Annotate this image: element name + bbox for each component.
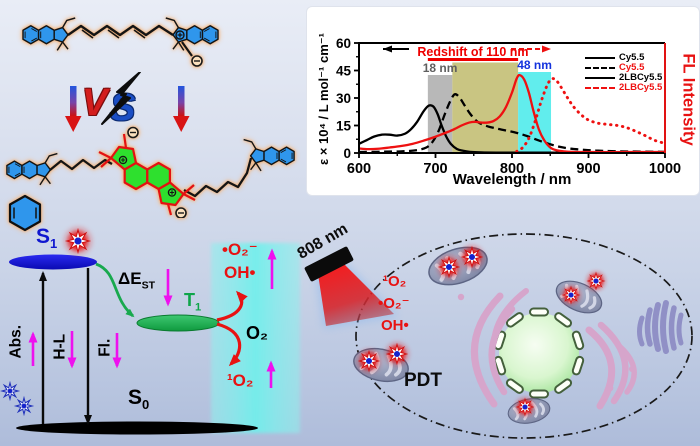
oxygen-label: O₂ bbox=[246, 323, 268, 343]
molecule-structure-bottom bbox=[6, 126, 295, 218]
minus-charge-icon bbox=[127, 126, 187, 218]
chart-legend: Cy5.5 Cy5.5 2LBCy5.5 2LBCy5.5 bbox=[585, 53, 662, 93]
nuclear-pore-segment bbox=[529, 307, 549, 317]
cell-membrane bbox=[355, 233, 693, 439]
x-tick-label: 600 bbox=[347, 161, 371, 177]
legend-line-sample bbox=[585, 87, 615, 89]
nuclear-pore-segment bbox=[554, 378, 573, 394]
nuclear-pore-segment bbox=[554, 312, 573, 328]
down-arrow-right-icon bbox=[173, 86, 190, 132]
legend-item: Cy5.5 bbox=[585, 53, 662, 63]
dye-burst-icon bbox=[359, 351, 380, 372]
legend-item: Cy5.5 bbox=[585, 63, 662, 73]
s1-label: S1 bbox=[36, 225, 58, 252]
delta-est-label: ΔEST bbox=[118, 269, 156, 292]
s1-state-level bbox=[9, 254, 97, 270]
homo-lumo-label: H-L bbox=[51, 333, 69, 360]
golgi-apparatus bbox=[637, 300, 684, 354]
spectra-chart-panel: ε × 10⁴ / L mol⁻¹ cm⁻¹ FL Intensity 18 n… bbox=[306, 6, 700, 196]
x-axis-title: Wavelength / nm bbox=[452, 171, 572, 188]
y-tick-label: 0 bbox=[343, 146, 351, 161]
singlet-oxygen-label: ¹O₂ bbox=[227, 371, 254, 390]
t1-label: T1 bbox=[184, 290, 202, 314]
legend-item: 2LBCy5.5 bbox=[585, 83, 662, 93]
legend-label: Cy5.5 bbox=[619, 52, 645, 64]
nuclear-pore-segment bbox=[529, 389, 549, 399]
band-label: 48 nm bbox=[517, 58, 552, 72]
dye-molecule-icon bbox=[15, 397, 33, 415]
x-tick-label: 1000 bbox=[649, 161, 681, 177]
fluorescence-label: Fl. bbox=[96, 338, 114, 357]
y-tick-label: 45 bbox=[336, 64, 352, 79]
dye-burst-icon bbox=[587, 272, 605, 290]
nucleus bbox=[499, 313, 579, 393]
series-2LBCy5.5-absorption bbox=[359, 73, 665, 153]
nuclear-pore-segment bbox=[493, 355, 507, 376]
nuclear-pore-segment bbox=[505, 312, 524, 328]
molecule-structure-top bbox=[22, 17, 219, 67]
ros-band bbox=[211, 243, 300, 433]
plus-charge-icon bbox=[175, 30, 185, 40]
band-redshift bbox=[452, 62, 519, 153]
pdt-singlet-oxygen-label: ¹O₂ bbox=[383, 273, 407, 290]
t1-state-level bbox=[136, 314, 220, 332]
legend-label: Cy5.5 bbox=[619, 62, 645, 74]
laser-head-icon bbox=[304, 246, 354, 282]
superoxide-label: •O₂⁻ bbox=[222, 240, 258, 259]
series-2LBCy5.5-fluorescence bbox=[515, 77, 665, 153]
legend-line-sample bbox=[585, 77, 615, 79]
y-tick-label: 60 bbox=[336, 37, 351, 51]
nuclear-pore-segment bbox=[571, 330, 585, 351]
absorption-label: Abs. bbox=[7, 324, 25, 359]
polymethine-chain bbox=[67, 24, 174, 37]
s0-state-level bbox=[16, 421, 258, 435]
vs-letter-v: V bbox=[82, 82, 108, 124]
dye-molecule-icon bbox=[1, 382, 19, 400]
nuclear-pore-segment bbox=[571, 355, 585, 376]
type2-ros-arrow bbox=[216, 322, 242, 367]
down-arrow-left-icon bbox=[65, 86, 82, 132]
isc-arrow bbox=[95, 262, 135, 318]
x-tick-label: 800 bbox=[500, 161, 524, 177]
redshift-annotation: Redshift of 110 nm bbox=[417, 45, 528, 59]
dye-burst-icon bbox=[462, 247, 483, 268]
endoplasmic-reticulum bbox=[457, 288, 637, 410]
legend-label: 2LBCy5.5 bbox=[619, 82, 663, 94]
plus-charge-icon bbox=[118, 155, 177, 197]
s0-label: S0 bbox=[128, 386, 150, 413]
legend-item: 2LBCy5.5 bbox=[585, 73, 662, 83]
lightning-bolt-icon bbox=[101, 72, 141, 125]
dye-burst-icon bbox=[387, 344, 408, 365]
polymethine-chain-right bbox=[183, 157, 253, 198]
nuclear-pore-segment bbox=[505, 378, 524, 394]
minus-charge-icon bbox=[191, 55, 203, 67]
polymethine-chain-left bbox=[49, 158, 113, 171]
y-tick-label: 30 bbox=[336, 91, 351, 106]
legend-line-sample bbox=[585, 57, 615, 59]
pdt-label: PDT bbox=[404, 370, 442, 391]
excited-dye-burst-icon bbox=[66, 229, 90, 253]
magenta-trend-arrows bbox=[28, 248, 277, 388]
band-label: 18 nm bbox=[423, 61, 458, 75]
vs-comparison: V S bbox=[58, 72, 192, 138]
dye-burst-icon bbox=[516, 398, 534, 416]
pdt-superoxide-label: •O₂⁻ bbox=[378, 295, 410, 312]
legend-label: 2LBCy5.5 bbox=[619, 72, 663, 84]
laser-808nm bbox=[304, 246, 398, 328]
dye-burst-icon bbox=[439, 257, 460, 278]
type1-ros-arrow bbox=[216, 290, 248, 322]
dye-burst-icon bbox=[562, 286, 580, 304]
green-core-rings bbox=[98, 133, 196, 216]
x-tick-label: 900 bbox=[576, 161, 600, 177]
benzene-hexagon-icon bbox=[8, 194, 42, 232]
hydroxyl-label: OH• bbox=[224, 263, 256, 282]
legend-line-sample bbox=[585, 67, 615, 69]
x-tick-label: 700 bbox=[423, 161, 447, 177]
y-tick-label: 15 bbox=[336, 119, 352, 134]
pdt-hydroxyl-label: OH• bbox=[381, 317, 409, 334]
